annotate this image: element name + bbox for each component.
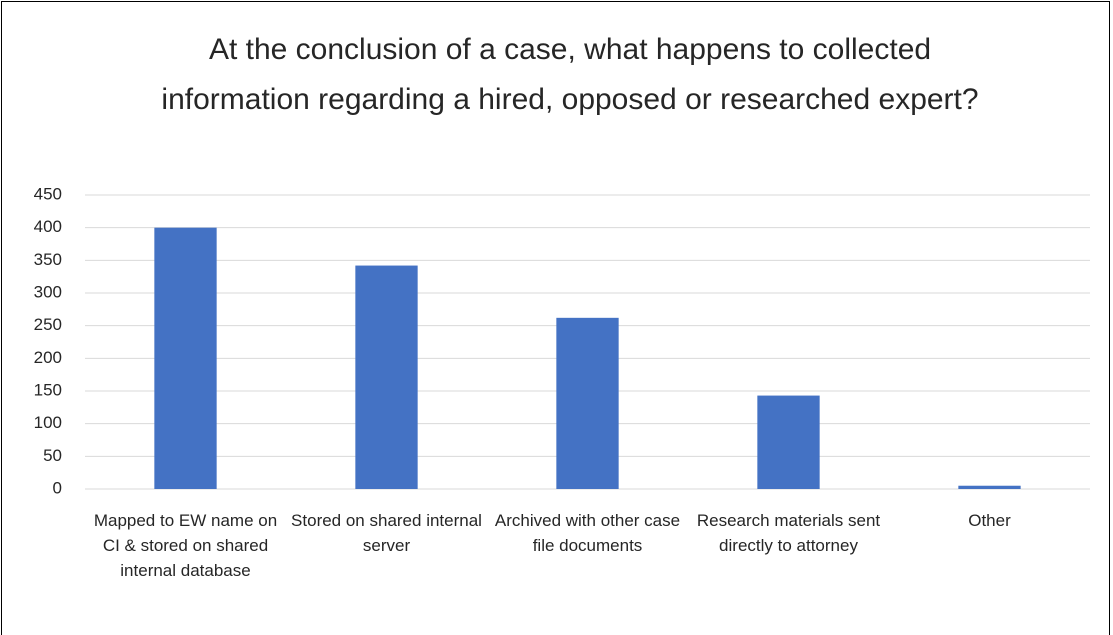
x-tick-label: Archived with other case file documents: [494, 511, 681, 555]
y-tick-label: 0: [53, 478, 62, 497]
bar: [556, 317, 619, 489]
bar: [355, 265, 418, 489]
bar: [958, 485, 1021, 489]
y-tick-label: 450: [34, 184, 62, 203]
y-tick-label: 350: [34, 250, 62, 269]
y-tick-label: 100: [34, 413, 62, 432]
y-tick-label: 400: [34, 217, 62, 236]
x-tick-label: Research materials sent directly to atto…: [696, 511, 881, 555]
y-tick-label: 150: [34, 380, 62, 399]
x-tick-label: Mapped to EW name on CI & stored on shar…: [93, 511, 278, 580]
y-tick-label: 200: [34, 348, 62, 367]
x-tick-label: Stored on shared internal server: [291, 511, 482, 555]
y-tick-label: 250: [34, 315, 62, 334]
y-tick-label: 50: [43, 446, 62, 465]
bar: [154, 227, 217, 489]
y-tick-label: 300: [34, 282, 62, 301]
x-tick-label: Other: [968, 511, 1011, 530]
chart-title: At the conclusion of a case, what happen…: [161, 33, 979, 116]
bar: [757, 395, 820, 489]
